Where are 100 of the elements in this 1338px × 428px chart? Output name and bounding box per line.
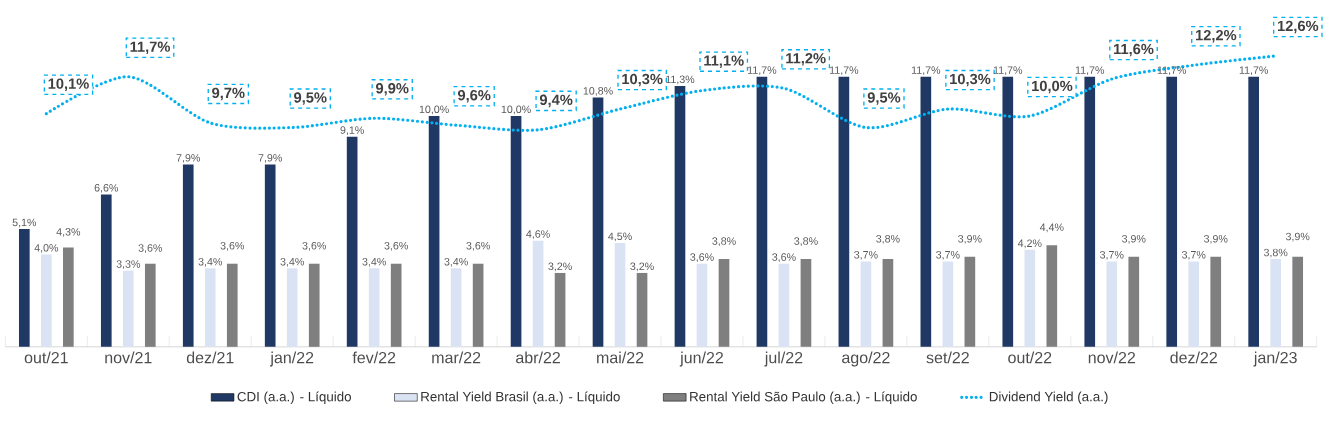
bar (1106, 261, 1118, 347)
data-label: 3,8% (1263, 248, 1288, 258)
bar (942, 261, 954, 347)
data-label: 3,4% (198, 257, 223, 267)
data-label: 3,9% (1122, 234, 1146, 244)
data-label: 11,6% (1114, 43, 1154, 57)
data-label: 3,2% (630, 262, 654, 272)
x-tick-label: fev/22 (352, 351, 396, 364)
bar (510, 115, 522, 347)
x-tick-label: jul/22 (764, 351, 803, 367)
bar (1084, 76, 1096, 347)
bar (182, 164, 194, 347)
x-tick-label: abr/22 (516, 351, 560, 364)
bar (1002, 76, 1014, 347)
bar (718, 259, 730, 347)
data-label: 7,9% (258, 153, 282, 163)
bar (226, 263, 238, 347)
bar (346, 136, 358, 347)
data-label: 3,4% (444, 257, 468, 267)
data-label: 5,1% (12, 218, 37, 228)
bar (1292, 256, 1304, 347)
x-tick-label: dez/22 (1170, 351, 1217, 364)
data-label: 11,7% (1157, 66, 1187, 75)
bar (554, 272, 566, 347)
data-label: 11,7% (130, 41, 171, 54)
data-label: 11,2% (786, 52, 826, 66)
data-label: 3,6% (220, 241, 245, 251)
data-label: 9,1% (340, 126, 364, 136)
data-label: 3,9% (1285, 232, 1310, 242)
bar (1128, 256, 1140, 347)
data-label: 11,3% (666, 75, 695, 85)
data-label: 9,4% (539, 94, 573, 108)
data-label: 3,6% (138, 244, 163, 253)
bar (778, 263, 790, 347)
bar (1210, 256, 1222, 347)
bar (63, 247, 74, 347)
data-label: 3,7% (1100, 250, 1124, 260)
x-tick-label: jan/22 (269, 351, 314, 367)
data-label: 4,2% (1017, 239, 1042, 249)
bar (838, 76, 850, 347)
data-label: 9,5% (867, 92, 901, 105)
bar (390, 263, 402, 347)
data-label: 3,4% (362, 257, 386, 267)
x-tick-label: jun/22 (679, 351, 723, 367)
data-label: 3,9% (1203, 234, 1228, 244)
data-label: 3,6% (302, 241, 326, 251)
data-label: 10,0% (1032, 80, 1073, 94)
data-label: 3,7% (1181, 250, 1206, 260)
bar (368, 268, 380, 347)
legend-label: Dividend Yield (a.a.) (989, 391, 1108, 404)
data-label: 11,7% (993, 66, 1023, 75)
bar (674, 85, 686, 347)
bar (592, 97, 604, 347)
data-label: 11,7% (1075, 66, 1105, 75)
data-label: 10,0% (419, 105, 449, 115)
data-label: 10,8% (583, 86, 613, 96)
bar (696, 263, 708, 347)
x-tick-label: out/21 (24, 351, 68, 364)
data-label: 3,9% (958, 234, 982, 244)
bar (1166, 76, 1178, 347)
bar (1248, 76, 1260, 347)
data-label: 12,2% (1195, 29, 1237, 43)
bar (636, 272, 648, 347)
data-label: 4,3% (56, 227, 81, 237)
legend-label: CDI (a.a.) - Líquido (237, 391, 351, 404)
bar (1188, 261, 1200, 347)
bar (144, 263, 156, 347)
data-label: 7,9% (176, 153, 201, 163)
bar (1024, 249, 1036, 347)
data-label: 3,6% (690, 253, 714, 263)
bar (204, 268, 216, 347)
data-label: 3,2% (548, 262, 572, 272)
data-label: 3,7% (854, 250, 878, 260)
data-label: 11,7% (911, 66, 941, 75)
bar (1046, 245, 1058, 347)
data-label: 4,4% (1039, 223, 1064, 233)
x-tick-label: jan/23 (1253, 351, 1297, 367)
bar (122, 270, 134, 347)
x-tick-label: ago/22 (842, 351, 890, 367)
data-label: 3,6% (772, 253, 796, 263)
data-label: 9,7% (212, 87, 245, 101)
bar (614, 242, 626, 347)
x-tick-label: mai/22 (597, 351, 644, 364)
data-label: 3,8% (794, 237, 818, 247)
data-label: 10,1% (48, 78, 89, 91)
bar (756, 76, 768, 347)
bar (428, 115, 440, 347)
bar (264, 164, 276, 347)
data-label: 9,5% (294, 92, 327, 105)
data-label: 3,4% (280, 257, 304, 267)
data-label: 6,6% (94, 183, 119, 193)
bar (286, 268, 298, 347)
legend-label: Rental Yield São Paulo (a.a.) - Líquido (690, 391, 917, 404)
bar (920, 76, 932, 347)
data-label: 11,7% (748, 66, 777, 75)
data-label: 11,7% (829, 66, 859, 75)
data-label: 12,6% (1277, 20, 1319, 34)
bar (532, 240, 544, 347)
bar (450, 268, 462, 347)
data-label: 10,3% (622, 73, 663, 87)
